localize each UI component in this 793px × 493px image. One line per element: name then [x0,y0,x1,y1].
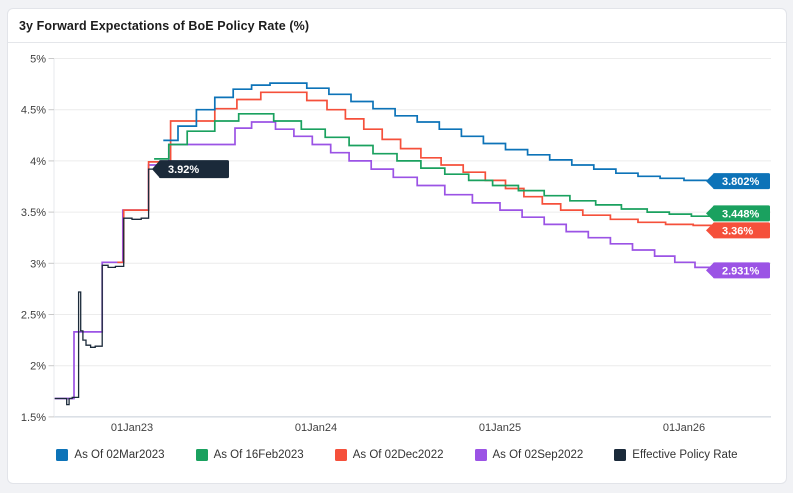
legend-swatch-icon [334,449,347,461]
legend-item-as-of-02dec2022[interactable]: As Of 02Dec2022 [334,449,444,461]
end-label-text: 3.36% [722,225,753,237]
legend-item-as-of-02sep2022[interactable]: As Of 02Sep2022 [474,449,584,461]
legend-swatch-icon [614,449,627,461]
legend-swatch-icon [56,449,69,461]
end-label-box [713,173,770,190]
end-label-arrow [706,173,714,190]
x-tick-label-01Jan24: 01Jan24 [295,422,337,434]
chart-svg: 5%4.5%4%3.5%3%2.5%2%1.5% 01Jan23 01Jan24 0… [21,54,771,434]
legend-swatch-icon [195,449,208,461]
end-label-effective-policy-rate: 3.92% [152,160,229,179]
legend-label: As Of 16Feb2023 [213,449,304,461]
legend-swatch-icon [474,449,487,461]
legend-item-as-of-16feb2023[interactable]: As Of 16Feb2023 [195,449,304,461]
card-header: 3y Forward Expectations of BoE Policy Ra… [8,9,786,43]
series-line-as-of-02dec2022 [117,91,715,264]
end-label-text: 2.931% [722,265,760,277]
end-label-as-of-02sep2022: 2.931% [706,262,770,279]
end-label-arrow [706,262,714,279]
y-tick-label: 4% [30,156,46,168]
chart-card: 3y Forward Expectations of BoE Policy Ra… [7,8,787,484]
x-tick-label-01Jan26: 01Jan26 [663,422,705,434]
x-tick-label-01Jan25: 01Jan25 [479,422,521,434]
end-label-text: 3.802% [722,176,760,188]
y-tick-label: 5% [30,54,46,66]
series-line-as-of-02mar2023 [163,82,715,182]
end-label-arrow [706,222,714,239]
x-tick-label-01Jan23: 01Jan23 [111,422,153,434]
y-gridlines [53,58,771,418]
legend-item-effective-policy-rate[interactable]: Effective Policy Rate [614,449,738,461]
y-tick-label: 2.5% [21,310,46,322]
end-label-box [159,160,229,179]
y-tick-label: 2% [30,361,46,373]
y-tick-label: 1.5% [21,412,46,424]
end-label-as-of-16feb2023: 3.448% [706,205,770,222]
series-line-as-of-02sep2022 [54,121,715,400]
chart-legend: As Of 02Mar2023 As Of 16Feb2023 As Of 02De… [8,445,786,465]
y-axis-labels: 5% 4.5% 4% 3.5% 3% 2.5% 2% 1.5% [21,54,54,424]
series-line-effective-policy-rate [54,168,164,406]
series-line-as-of-16feb2023 [154,112,715,218]
series-end-labels: 3.802% 3.448% 3.36% 2.931% 3.92% [152,160,770,279]
end-label-text: 3.448% [722,208,760,220]
legend-item-as-of-02mar2023[interactable]: As Of 02Mar2023 [56,449,165,461]
end-label-box [713,262,770,279]
chart-area: 5% 4.5% 4% 3.5% 3% 2.5% 2% 1.5% 01Jan23 01Jan24 0… [8,43,786,443]
end-label-as-of-02mar2023: 3.802% [706,173,770,190]
legend-label: Effective Policy Rate [632,449,738,461]
chart-title: 3y Forward Expectations of BoE Policy Ra… [19,18,310,33]
y-tick-label: 3% [30,258,46,270]
end-label-arrow [706,205,714,222]
legend-label: As Of 02Mar2023 [74,449,165,461]
end-label-arrow [152,160,160,179]
end-label-box [713,222,770,239]
x-axis-labels: 01Jan23 01Jan24 01Jan25 01Jan26 [111,422,705,434]
y-tick-label: 4.5% [21,105,46,117]
end-label-box [713,205,770,222]
y-tick-label: 3.5% [21,207,46,219]
legend-label: As Of 02Sep2022 [492,449,584,461]
series-lines [54,82,715,406]
legend-label: As Of 02Dec2022 [352,449,444,461]
end-label-as-of-02dec2022: 3.36% [706,222,770,239]
end-label-text: 3.92% [168,164,199,176]
